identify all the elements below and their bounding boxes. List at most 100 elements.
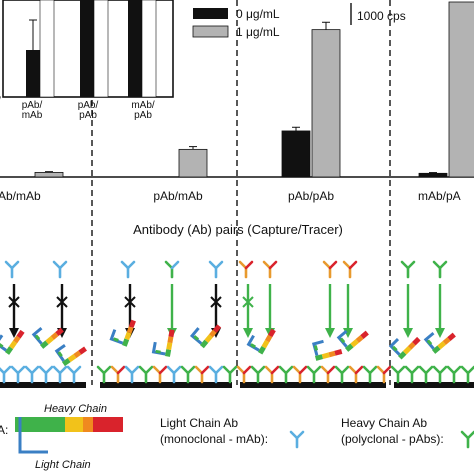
panel-3-schematic — [238, 260, 371, 363]
heavy-chain-segment-yellow — [65, 417, 83, 432]
heavy-chain-label: Heavy Chain — [44, 403, 107, 415]
capture-antibody — [52, 365, 68, 384]
capture-antibody — [264, 365, 280, 384]
tracer-mab-3 — [120, 260, 136, 279]
capture-antibody — [404, 365, 420, 384]
arrow-green-7 — [433, 282, 447, 340]
tracer-pab-6 — [400, 260, 416, 279]
capture-antibody — [208, 365, 224, 384]
schematic-prefix: A: — [0, 423, 8, 437]
capture-antibody — [124, 365, 140, 384]
arrow-green-5 — [341, 282, 355, 340]
capture-antibody — [194, 365, 210, 384]
light-chain-label: Light Chain — [35, 459, 91, 471]
inset-bar-pabpab-0 — [80, 0, 94, 97]
capture-antibody — [236, 365, 252, 384]
tracer-mab-2 — [52, 260, 68, 279]
capture-antibody — [432, 365, 448, 384]
inset-bar-mabpab-0 — [128, 0, 142, 97]
capture-antibody — [96, 365, 112, 384]
tracer-pab-1 — [164, 260, 180, 279]
category-label-0: Ab/mAb — [0, 189, 41, 203]
capture-antibody — [10, 365, 26, 384]
heavy-chain-segment-orange — [83, 417, 93, 432]
capture-surfaces — [0, 365, 474, 388]
arrow-green-2 — [241, 282, 255, 340]
heavy-chain-segment-red — [93, 417, 123, 432]
tracer-pab-4 — [322, 260, 338, 279]
capture-antibody — [446, 365, 462, 384]
surface-1 — [0, 382, 86, 388]
capture-antibody — [166, 365, 182, 384]
inset-bar-mabpab-1 — [141, 0, 157, 98]
capture-antibody — [152, 365, 168, 384]
mab-icon — [289, 430, 305, 449]
capture-antibody — [348, 365, 364, 384]
capture-antibody — [418, 365, 434, 384]
heavy-chain-ab-label: Heavy Chain Ab — [341, 416, 427, 430]
light-chain-bracket — [18, 417, 48, 454]
capture-antibody — [0, 365, 12, 384]
surface-3 — [240, 382, 386, 388]
category-label-3: mAb/pA — [418, 189, 461, 203]
tracer-pab-2 — [238, 260, 254, 279]
capture-antibody — [110, 365, 126, 384]
antigen-2a — [109, 314, 138, 349]
panel-2-schematic — [109, 260, 224, 359]
bar-1-2 — [311, 29, 341, 178]
pab-icon — [460, 430, 474, 449]
inset-chart: / pAb/mAb pAb/pAb mAb/pAb — [0, 0, 174, 121]
heavy-chain-ab-sub: (polyclonal - pAbs): — [341, 432, 444, 446]
capture-antibody — [292, 365, 308, 384]
antigen-3c — [335, 319, 371, 354]
surface-4 — [394, 382, 474, 388]
antigen-1c — [53, 335, 89, 368]
antigen-1a — [0, 321, 27, 357]
capture-antibody — [306, 365, 322, 384]
antigen-1b — [30, 316, 66, 351]
capture-antibody — [138, 365, 154, 384]
capture-antibody — [38, 365, 54, 384]
scale-bar-label: 1000 cps — [357, 9, 406, 23]
capture-antibody — [278, 365, 294, 384]
arrow-green-4 — [323, 282, 337, 340]
antigen-4a — [388, 326, 423, 362]
tracer-mab-1 — [4, 260, 20, 279]
inset-bar-pabmab-0 — [26, 50, 40, 97]
separators — [91, 0, 391, 385]
inset-bar-pabpab-1 — [93, 0, 109, 98]
inset-axis-tick: / — [0, 96, 1, 107]
capture-antibody — [362, 365, 378, 384]
inset-label-mabpab: mAb/pAb — [131, 100, 155, 121]
capture-antibody — [390, 365, 406, 384]
section-title: Antibody (Ab) pairs (Capture/Tracer) — [133, 222, 343, 237]
tracer-pab-3 — [262, 260, 278, 279]
capture-antibody — [222, 365, 238, 384]
light-chain-ab-label: Light Chain Ab — [160, 416, 238, 430]
capture-antibody — [250, 365, 266, 384]
panel-4-schematic — [388, 260, 458, 362]
legend-label-1: 1 μg/mL — [236, 25, 280, 39]
bar-1-1 — [178, 148, 208, 178]
capture-antibody — [376, 365, 392, 384]
tracer-mab-4 — [208, 260, 224, 279]
legend-swatch-1 — [192, 25, 229, 38]
capture-antibody — [66, 365, 82, 384]
legend-swatch-0 — [193, 8, 228, 19]
panel-1-schematic — [0, 260, 89, 368]
inset-bar-pabmab-1 — [39, 0, 55, 98]
arrow-green-6 — [401, 282, 415, 340]
arrow-black-1 — [7, 282, 21, 340]
capture-antibody — [180, 365, 196, 384]
inset-label-pabpab: pAb/pAb — [78, 100, 99, 121]
antigen-2b — [151, 325, 177, 359]
capture-antibody — [24, 365, 40, 384]
tracer-pab-5 — [342, 260, 358, 279]
bar-1-0 — [34, 171, 64, 178]
category-label-2: pAb/pAb — [288, 189, 334, 203]
legend-label-0: 0 μg/mL — [236, 7, 280, 21]
bar-0-2 — [281, 130, 311, 178]
antigen-3a — [246, 321, 278, 356]
inset-label-pabmab: pAb/mAb — [22, 100, 43, 121]
